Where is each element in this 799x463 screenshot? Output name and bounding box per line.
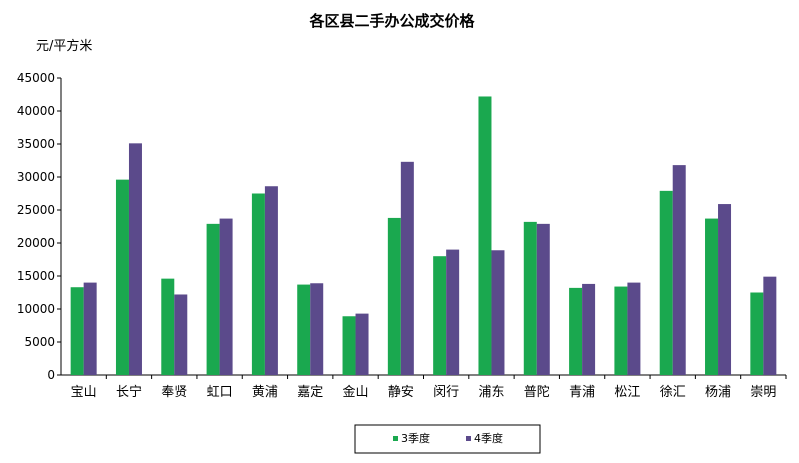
bar-q4 [718, 204, 732, 375]
bar-q4 [763, 276, 777, 375]
y-tick-label: 10000 [17, 302, 55, 316]
bar-q4 [446, 249, 460, 375]
bar-q3 [569, 287, 583, 375]
x-category-label: 虹口 [207, 385, 233, 400]
bar-q4 [400, 161, 414, 375]
bar-q4 [582, 283, 596, 375]
legend-swatch [466, 436, 471, 441]
x-category-label: 杨浦 [705, 385, 731, 400]
y-tick-label: 20000 [17, 236, 55, 250]
bar-q4 [264, 186, 278, 375]
x-category-label: 崇明 [750, 385, 776, 400]
bar-q3 [297, 284, 311, 375]
bar-q3 [750, 292, 764, 375]
x-category-label: 宝山 [71, 385, 97, 400]
bar-q3 [478, 96, 492, 375]
bar-q3 [161, 278, 175, 375]
x-category-label: 静安 [388, 385, 414, 400]
y-tick-label: 40000 [17, 104, 55, 118]
chart-title: 各区县二手办公成交价格 [308, 12, 475, 30]
bar-q3 [614, 286, 628, 375]
x-category-label: 奉贤 [161, 385, 187, 400]
bar-q4 [219, 218, 233, 375]
y-tick-label: 15000 [17, 269, 55, 283]
bar-q3 [115, 179, 129, 375]
y-tick-label: 30000 [17, 170, 55, 184]
y-tick-label: 25000 [17, 203, 55, 217]
x-category-label: 青浦 [569, 385, 595, 400]
legend-box [354, 424, 541, 454]
y-tick-label: 0 [47, 368, 55, 382]
x-category-label: 普陀 [524, 384, 550, 400]
bar-q4 [491, 250, 505, 375]
x-category-label: 闵行 [433, 385, 459, 400]
bar-q4 [128, 143, 142, 375]
bar-q3 [206, 223, 220, 375]
bar-q3 [433, 256, 447, 375]
bar-q3 [387, 217, 401, 375]
legend-label: 3季度 [401, 431, 430, 445]
bar-q3 [523, 221, 537, 375]
y-tick-label: 5000 [24, 335, 55, 349]
bar-q3 [342, 316, 356, 375]
x-category-label: 浦东 [478, 385, 504, 400]
legend-swatch [393, 436, 398, 441]
bar-q4 [174, 294, 188, 375]
bar-q4 [310, 283, 324, 375]
x-category-label: 徐汇 [660, 385, 686, 400]
x-category-label: 嘉定 [297, 385, 323, 400]
bar-q3 [659, 190, 673, 375]
y-tick-label: 35000 [17, 137, 55, 151]
y-tick-label: 45000 [17, 71, 55, 85]
bar-q3 [70, 287, 84, 375]
bar-q3 [251, 193, 265, 375]
bar-q4 [355, 313, 369, 375]
bar-q4 [83, 282, 97, 375]
bar-q3 [705, 218, 719, 375]
x-category-label: 金山 [343, 384, 369, 400]
x-category-label: 松江 [614, 385, 640, 400]
bar-q4 [536, 223, 550, 375]
legend: 3季度 4季度 [354, 424, 541, 454]
bar-q4 [627, 282, 641, 375]
y-axis-unit-label: 元/平方米 [36, 38, 92, 54]
x-category-label: 长宁 [116, 384, 142, 400]
legend-label: 4季度 [474, 431, 503, 445]
plot-area: 0 5000 10000 15000 20000 25000 30000 35000 40000… [17, 71, 787, 400]
x-category-label: 黄浦 [252, 385, 278, 400]
bar-q4 [672, 165, 686, 375]
